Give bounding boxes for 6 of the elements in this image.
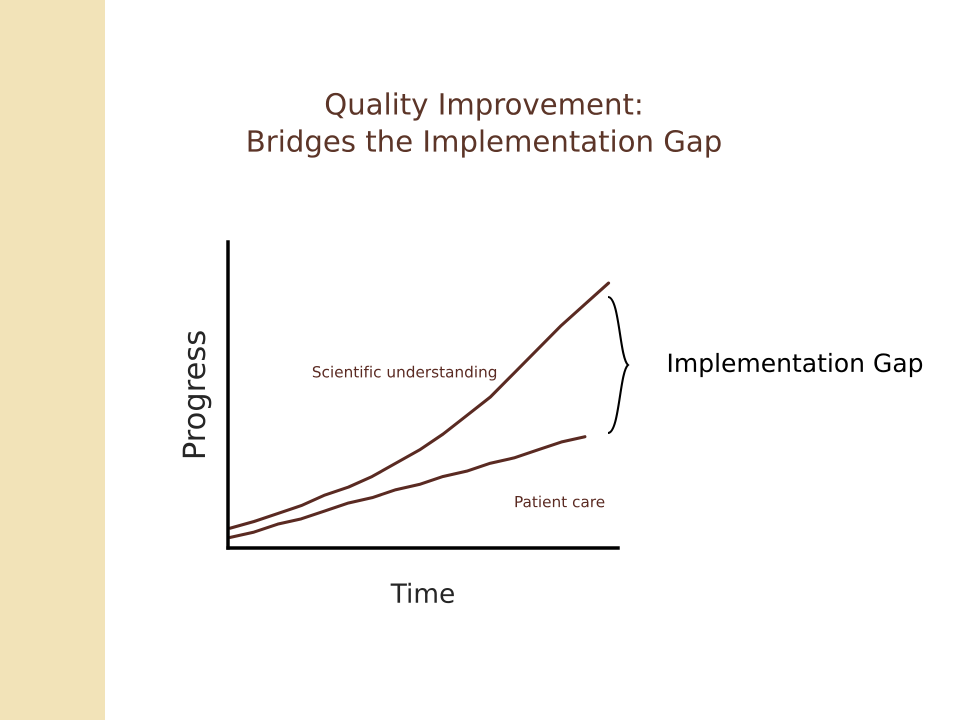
text: Patient care — [516, 496, 604, 508]
y-axis-title: Progress — [182, 331, 212, 458]
text: Implementation Gap — [668, 352, 922, 378]
series-label: Scientific understanding — [312, 366, 496, 381]
x-axis-title: Time — [390, 582, 454, 604]
chart-title: Quality Improvement: Bridges the Implementation Gap — [248, 92, 721, 158]
